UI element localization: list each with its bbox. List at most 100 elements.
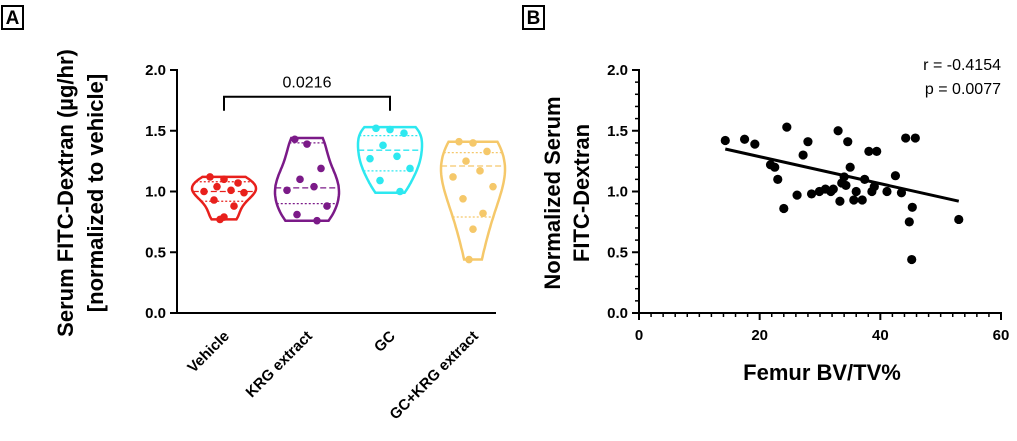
- violin-point: [216, 215, 224, 224]
- scatter-point: [845, 162, 855, 172]
- violin-plot: Serum FITC-Dextran (µg/hr) [normalized t…: [53, 49, 507, 423]
- violin-point: [234, 179, 242, 187]
- scatter-point: [835, 196, 845, 206]
- scatter-point: [773, 174, 783, 184]
- violin-point: [230, 202, 238, 210]
- scatter-x-tick-label: 0: [635, 327, 643, 344]
- violin-shape: [356, 125, 424, 194]
- panel-b-label-box: [522, 5, 545, 30]
- scatter-point: [864, 146, 874, 157]
- violin-point: [469, 225, 477, 233]
- scatter-point: [896, 188, 907, 198]
- violin-point: [449, 173, 457, 181]
- violin-point: [283, 186, 291, 195]
- scatter-point: [954, 214, 964, 225]
- scatter-point: [739, 134, 750, 144]
- violin-point: [406, 164, 414, 173]
- scatter-point: [907, 202, 917, 212]
- panel-b-label: B: [527, 8, 541, 29]
- violin-y-axis-title-line1: Serum FITC-Dextran (µg/hr): [53, 49, 78, 337]
- violin-point: [317, 164, 325, 173]
- violin-point: [310, 182, 318, 191]
- scatter-point: [904, 217, 914, 227]
- violin-point: [489, 182, 497, 191]
- violin-y-tick-label: 0.0: [145, 305, 166, 322]
- scatter-point: [750, 139, 760, 149]
- violin-point: [366, 154, 374, 163]
- scatter-y-tick-label: 1.5: [607, 123, 628, 140]
- scatter-point: [882, 186, 892, 197]
- violin-point: [313, 216, 321, 225]
- panel-a-label: A: [6, 8, 20, 29]
- violin-point: [303, 140, 311, 148]
- violin-category-label: Vehicle: [184, 328, 233, 377]
- scatter-y-tick-label: 0.0: [607, 305, 628, 322]
- scatter-point: [890, 171, 901, 181]
- scatter-point: [828, 184, 838, 194]
- violin-point: [462, 157, 470, 165]
- violin-y-axis-title-line2: [normalized to vehicle]: [83, 74, 108, 312]
- violin-point: [210, 196, 218, 204]
- scatter-point: [839, 172, 849, 182]
- scatter-y-tick-label: 2.0: [607, 62, 628, 79]
- scatter-point: [869, 182, 879, 192]
- scatter-point: [833, 126, 843, 136]
- violin-category-label: KRG extract: [242, 328, 315, 401]
- scatter-point: [872, 146, 882, 157]
- violin-shape: [190, 175, 258, 221]
- violin-point: [227, 186, 235, 195]
- scatter-point: [901, 133, 911, 143]
- violin-point: [379, 141, 387, 150]
- violin-point: [372, 124, 380, 133]
- scatter-point: [770, 162, 780, 172]
- violin-point: [296, 175, 304, 184]
- panel-a-label-box: [1, 5, 24, 30]
- violin-point: [455, 137, 463, 146]
- scatter-point: [779, 203, 789, 214]
- violin-point: [483, 147, 491, 156]
- scatter-point: [857, 195, 867, 205]
- violin-point: [240, 188, 248, 197]
- scatter-x-tick-label: 40: [872, 327, 889, 344]
- correlation-p-text: p = 0.0077: [925, 81, 1001, 98]
- correlation-r-text: r = -0.4154: [923, 57, 1001, 74]
- violin-point: [469, 139, 477, 147]
- violin-y-tick-label: 2.0: [145, 62, 166, 79]
- scatter-point: [851, 186, 861, 197]
- violin-shape: [439, 140, 507, 261]
- violin-point: [213, 182, 221, 191]
- scatter-y-tick-label: 0.5: [607, 244, 628, 261]
- violin-point: [396, 187, 404, 196]
- violin-category-label: GC: [371, 328, 399, 356]
- violin-point: [290, 135, 299, 144]
- scatter-point: [860, 174, 870, 184]
- scatter-point: [843, 137, 853, 147]
- violin-point: [476, 167, 484, 175]
- violin-point: [459, 194, 467, 203]
- scatter-point: [910, 133, 920, 143]
- scatter-point: [849, 195, 859, 205]
- violin-y-tick-label: 1.5: [145, 123, 166, 140]
- violin-point: [465, 255, 473, 264]
- scatter-y-axis-title-line1: Normalized Serum: [540, 96, 565, 289]
- scatter-point: [803, 137, 813, 147]
- significance-p-value: 0.0216: [283, 75, 332, 92]
- violin-point: [386, 125, 394, 134]
- violin-point: [376, 176, 384, 185]
- violin-point: [206, 173, 214, 181]
- scatter-y-axis-title-line2: FITC-Dextran: [569, 124, 594, 262]
- violin-category-label: GC+KRG extract: [386, 328, 481, 423]
- scatter-plot: Normalized Serum FITC-Dextran Femur BV/T…: [540, 57, 1009, 385]
- scatter-y-tick-label: 1.0: [607, 184, 628, 201]
- violin-point: [323, 202, 331, 210]
- violin-point: [200, 187, 208, 196]
- violin-point: [393, 152, 401, 161]
- scatter-point: [782, 122, 792, 132]
- violin-point: [220, 175, 228, 184]
- scatter-point: [720, 135, 730, 146]
- scatter-point: [792, 190, 802, 200]
- scatter-x-tick-label: 20: [751, 327, 768, 344]
- scatter-point: [841, 180, 851, 191]
- scatter-point: [806, 189, 817, 199]
